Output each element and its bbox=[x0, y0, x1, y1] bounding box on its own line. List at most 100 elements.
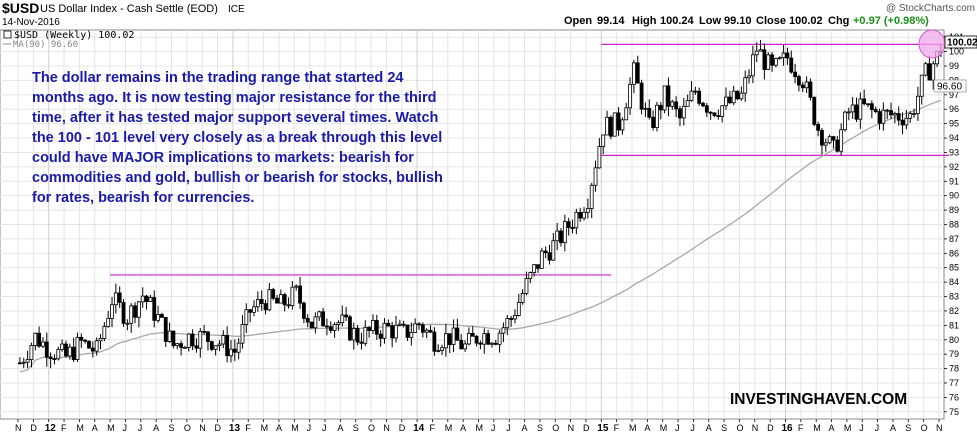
x-tick-label: A bbox=[337, 423, 343, 433]
candle-body bbox=[823, 142, 828, 146]
candle-body bbox=[578, 211, 583, 219]
candle bbox=[286, 297, 291, 309]
candle-body bbox=[923, 63, 928, 76]
candle bbox=[75, 332, 80, 362]
candle-body bbox=[912, 113, 916, 115]
x-tick-label: M bbox=[107, 423, 115, 433]
candle-body bbox=[110, 304, 114, 319]
candle bbox=[551, 233, 556, 261]
x-tick-label: 12 bbox=[45, 423, 57, 434]
candle bbox=[543, 246, 548, 259]
candle bbox=[536, 264, 540, 273]
candle bbox=[129, 303, 134, 333]
candle-body bbox=[827, 136, 832, 144]
candle bbox=[612, 112, 617, 137]
candle bbox=[148, 294, 153, 302]
candle-body bbox=[37, 332, 42, 347]
candle-body bbox=[413, 323, 418, 333]
candle-body bbox=[67, 346, 72, 357]
y-tick-label: 77 bbox=[949, 378, 959, 388]
annotation-line-1: The dollar remains in the trading range … bbox=[32, 70, 403, 86]
candle-body bbox=[689, 90, 694, 102]
candle-body bbox=[892, 113, 897, 116]
candle-body bbox=[662, 85, 667, 111]
y-tick-label: 76 bbox=[949, 392, 959, 402]
candle bbox=[912, 108, 916, 118]
candle bbox=[589, 182, 594, 219]
high-label: High bbox=[632, 15, 657, 27]
candle bbox=[516, 293, 521, 317]
x-tick-label: S bbox=[169, 423, 175, 433]
candle-body bbox=[152, 297, 157, 321]
candle-body bbox=[255, 299, 260, 308]
candle-body bbox=[589, 184, 594, 209]
candle bbox=[904, 110, 909, 130]
change-value: +0.97 (+0.98%) bbox=[853, 15, 929, 27]
candle-body bbox=[87, 340, 91, 349]
candle bbox=[463, 340, 467, 352]
candle-body bbox=[286, 304, 291, 307]
x-tick-label: N bbox=[199, 423, 206, 433]
candle bbox=[785, 47, 790, 65]
candle bbox=[110, 296, 114, 328]
candle bbox=[570, 219, 575, 234]
candle bbox=[255, 291, 260, 312]
candle-body bbox=[927, 63, 932, 81]
candle-body bbox=[206, 331, 210, 342]
candle bbox=[447, 333, 452, 354]
x-tick-label: S bbox=[353, 423, 359, 433]
candle-body bbox=[106, 318, 111, 327]
candle-body bbox=[516, 302, 521, 316]
legend-price: $USD (Weekly) 100.02 bbox=[14, 30, 134, 41]
candle-body bbox=[424, 329, 429, 333]
candle-body bbox=[156, 314, 160, 321]
candle bbox=[520, 289, 525, 305]
x-tick-label: O bbox=[368, 423, 375, 433]
candle-body bbox=[436, 350, 441, 352]
candle-body bbox=[904, 117, 909, 126]
candle bbox=[244, 303, 249, 333]
x-tick-label: J bbox=[307, 423, 312, 433]
candle-body bbox=[359, 341, 364, 344]
candle bbox=[236, 338, 241, 360]
x-tick-label: 16 bbox=[782, 423, 794, 434]
x-tick-label: M bbox=[291, 423, 299, 433]
candle bbox=[892, 111, 897, 124]
candle-body bbox=[808, 81, 813, 98]
candle-body bbox=[647, 107, 652, 118]
candle-body bbox=[102, 326, 107, 339]
x-tick-label: F bbox=[61, 423, 67, 433]
candle-body bbox=[451, 327, 456, 345]
candle bbox=[908, 111, 913, 123]
candle-body bbox=[160, 314, 164, 318]
candle-body bbox=[290, 286, 295, 306]
candle bbox=[301, 301, 306, 324]
candle bbox=[71, 337, 76, 362]
candle bbox=[766, 52, 771, 71]
candle bbox=[635, 55, 640, 84]
candle bbox=[428, 325, 433, 334]
symbol-description: US Dollar Index - Cash Settle (EOD) bbox=[40, 3, 218, 15]
candle-body bbox=[724, 96, 728, 107]
candle-body bbox=[797, 76, 801, 86]
candle-body bbox=[71, 346, 76, 360]
candle-body bbox=[678, 108, 682, 119]
y-tick-label: 79 bbox=[949, 349, 959, 359]
candle bbox=[125, 319, 130, 331]
candle bbox=[620, 117, 625, 135]
candle-body bbox=[643, 107, 648, 110]
candle-body bbox=[862, 98, 867, 105]
candle bbox=[758, 39, 763, 52]
candle bbox=[896, 106, 901, 126]
candle bbox=[79, 333, 84, 348]
candle bbox=[877, 108, 882, 130]
candle-body bbox=[121, 301, 126, 324]
candle bbox=[405, 324, 410, 341]
candle bbox=[394, 315, 398, 343]
candle bbox=[459, 334, 464, 350]
candle bbox=[298, 277, 302, 309]
candle-body bbox=[612, 112, 617, 137]
candle bbox=[762, 43, 767, 80]
candle-body bbox=[605, 116, 609, 136]
y-tick-label: 96 bbox=[949, 104, 959, 114]
